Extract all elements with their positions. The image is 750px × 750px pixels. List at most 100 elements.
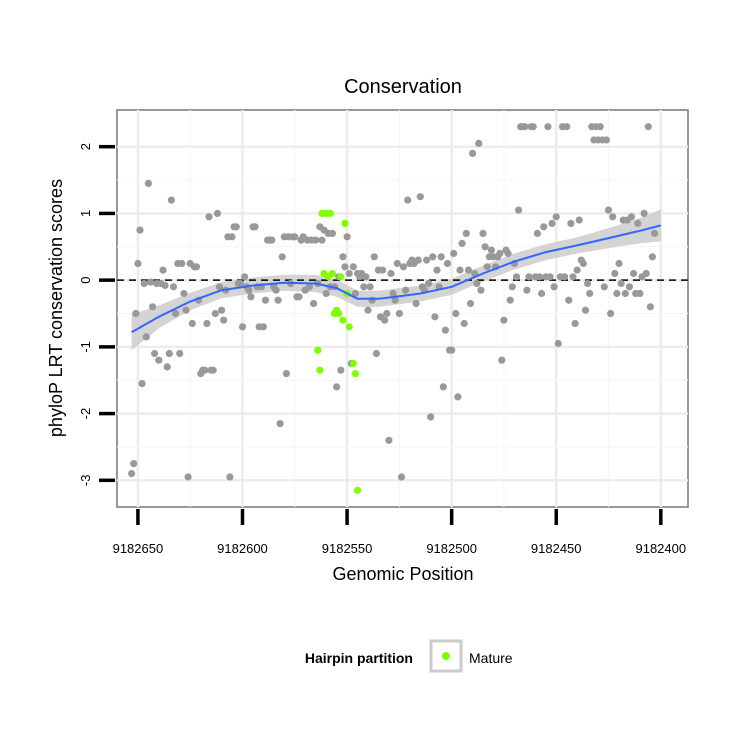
- data-point: [571, 319, 579, 328]
- data-point: [383, 309, 391, 318]
- data-point: [644, 123, 652, 131]
- data-point: [201, 366, 209, 374]
- mature-data-point: [316, 366, 324, 374]
- data-point: [646, 303, 655, 311]
- mature-data-point: [349, 359, 357, 368]
- data-point: [439, 383, 447, 391]
- data-point: [362, 273, 370, 281]
- data-point: [462, 229, 470, 237]
- data-point: [412, 299, 420, 308]
- data-point: [182, 306, 190, 314]
- data-point: [138, 380, 146, 388]
- data-point: [466, 299, 475, 308]
- data-point: [475, 139, 483, 147]
- data-point: [395, 309, 403, 318]
- grid-lines: [117, 110, 688, 507]
- y-axis-title: phyloP LRT conservation scores: [46, 179, 66, 437]
- data-point: [274, 296, 282, 304]
- data-point: [236, 279, 244, 288]
- data-point: [218, 306, 226, 314]
- data-point: [642, 269, 650, 278]
- data-point: [305, 283, 313, 291]
- data-point: [464, 266, 472, 274]
- data-point: [548, 219, 556, 227]
- data-point: [149, 303, 157, 311]
- data-point: [569, 273, 577, 281]
- data-point: [477, 286, 485, 294]
- data-point: [604, 206, 613, 214]
- data-point: [533, 229, 542, 237]
- data-point: [245, 286, 253, 294]
- data-point: [220, 316, 228, 324]
- data-point: [450, 249, 458, 258]
- data-point: [611, 269, 619, 278]
- data-point: [205, 213, 213, 221]
- data-point: [540, 223, 548, 231]
- data-point: [268, 236, 276, 244]
- data-point: [544, 123, 552, 131]
- data-point: [581, 306, 590, 314]
- data-point: [291, 233, 299, 241]
- data-point: [615, 259, 623, 268]
- data-point: [636, 289, 644, 298]
- data-point: [416, 193, 424, 201]
- data-point: [351, 289, 359, 298]
- data-point: [192, 263, 201, 271]
- data-point: [184, 473, 192, 481]
- data-point: [523, 286, 531, 294]
- data-point: [634, 219, 642, 227]
- y-tick-label: -1: [78, 341, 93, 353]
- smooth-line-layer: [131, 224, 662, 334]
- y-tick-label: 2: [78, 143, 93, 150]
- data-point: [469, 149, 477, 157]
- data-point: [318, 236, 326, 244]
- data-point: [238, 323, 247, 331]
- data-point: [504, 249, 512, 258]
- data-point: [132, 309, 140, 318]
- data-point: [433, 266, 441, 274]
- y-tick-label: -2: [78, 408, 93, 420]
- data-point: [130, 460, 138, 468]
- y-axis: -3 -2 -1 0 1 2: [78, 143, 115, 486]
- data-point: [508, 283, 516, 291]
- data-point: [423, 256, 431, 264]
- data-point: [613, 289, 621, 298]
- data-point: [443, 259, 452, 268]
- data-point: [169, 283, 178, 291]
- data-point: [607, 309, 615, 318]
- data-point: [178, 259, 186, 268]
- data-point: [452, 309, 460, 318]
- data-point: [609, 213, 617, 221]
- mature-data-point: [345, 323, 353, 331]
- data-point: [136, 226, 144, 234]
- data-point: [404, 196, 412, 204]
- data-point: [188, 319, 196, 328]
- data-point: [399, 263, 408, 271]
- data-point: [650, 229, 659, 237]
- data-point: [232, 223, 240, 231]
- data-point: [215, 283, 224, 291]
- mature-data-point: [339, 316, 347, 324]
- data-point: [473, 279, 481, 288]
- data-point: [602, 136, 611, 144]
- data-point: [333, 383, 341, 391]
- data-point: [211, 309, 219, 318]
- data-point: [343, 233, 351, 241]
- data-point: [366, 283, 374, 291]
- data-point: [567, 219, 575, 227]
- data-point: [339, 253, 347, 261]
- data-point: [479, 229, 487, 237]
- data-point: [596, 123, 604, 131]
- legend-label-mature: Mature: [469, 650, 513, 666]
- data-point: [282, 370, 290, 378]
- data-point: [584, 279, 592, 288]
- data-point: [278, 253, 286, 261]
- x-tick-label: 9182550: [322, 541, 373, 556]
- data-point: [146, 278, 155, 286]
- data-point: [372, 349, 380, 358]
- x-tick-label: 9182600: [217, 541, 268, 556]
- data-point: [621, 289, 629, 298]
- data-point: [337, 366, 345, 374]
- data-point: [552, 213, 560, 221]
- data-point: [575, 216, 583, 224]
